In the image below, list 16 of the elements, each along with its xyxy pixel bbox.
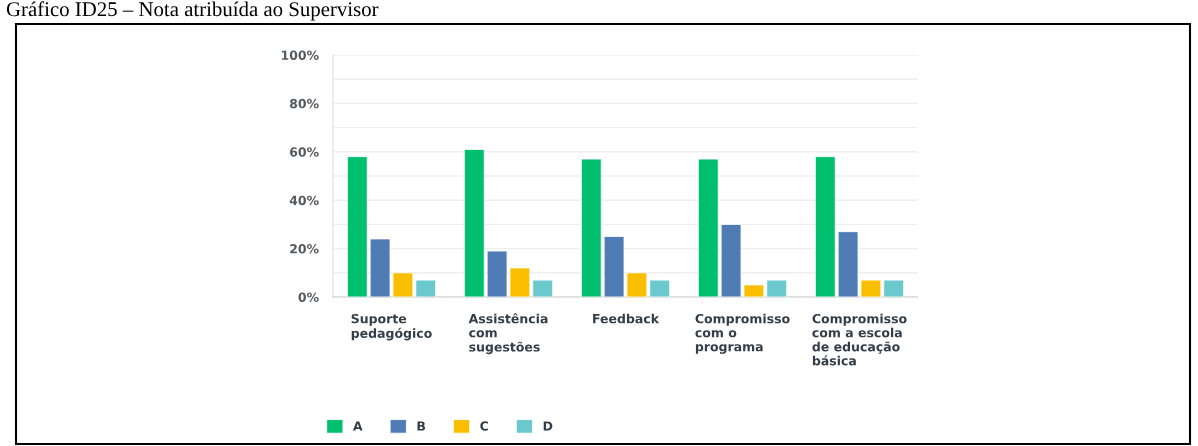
x-tick-label: Compromisso com o programa [695, 313, 790, 354]
y-tick-label: 100% [281, 50, 319, 60]
x-tick-label: Suporte pedagógico [351, 313, 432, 341]
y-tick-label: 60% [289, 147, 319, 157]
x-tick-label: Compromisso com a escola de educação básica [812, 313, 907, 366]
legend-label: B [417, 421, 426, 431]
y-tick-label: 40% [289, 195, 319, 206]
chart-title: Gráfico ID25 – Nota atribuída ao Supervisor [6, 1, 379, 21]
x-tick-label: Assistência com sugestões [468, 313, 548, 355]
y-tick-label: 20% [290, 244, 319, 254]
legend-label: A [353, 421, 363, 431]
y-tick-label: 0% [298, 292, 319, 302]
x-tick-label: Feedback [593, 313, 660, 324]
y-tick-label: 80% [289, 98, 319, 109]
legend-label: C [480, 421, 489, 431]
legend-label: D [543, 421, 553, 431]
